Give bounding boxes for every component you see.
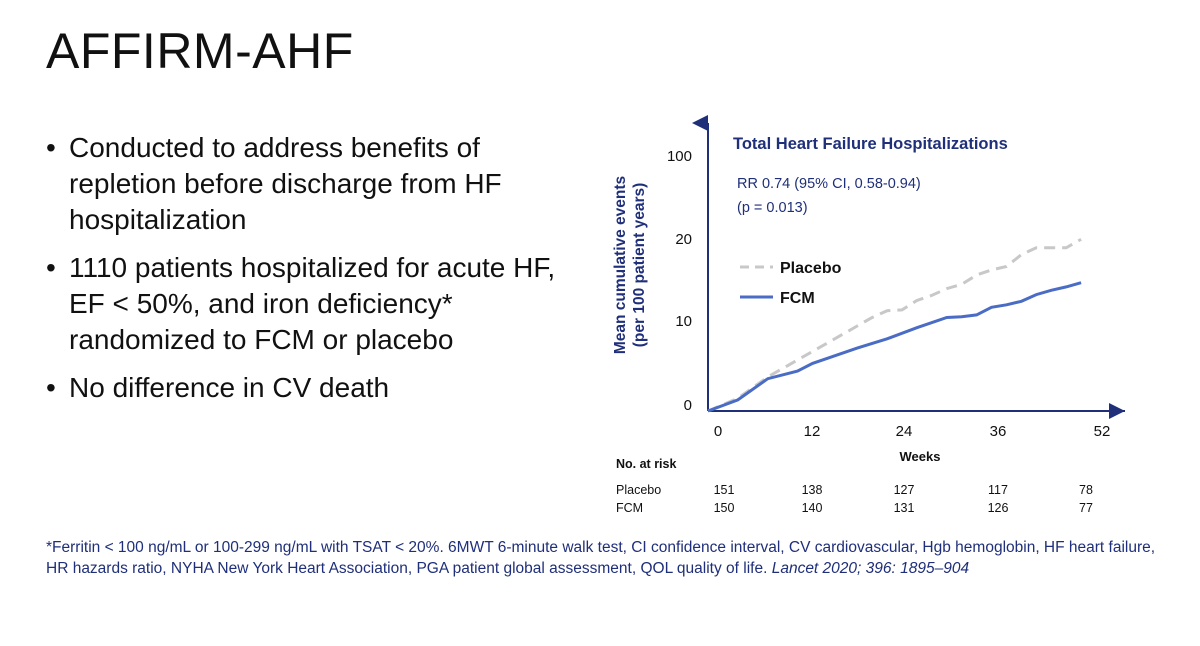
at-risk-value: 131 xyxy=(894,501,915,515)
at-risk-value: 117 xyxy=(988,483,1008,497)
bullet-list: Conducted to address benefits of repleti… xyxy=(46,130,586,418)
bullet-item: 1110 patients hospitalized for acute HF,… xyxy=(46,250,586,358)
legend-label-placebo: Placebo xyxy=(780,260,842,277)
at-risk-row-label: FCM xyxy=(616,501,643,515)
x-tick-label: 12 xyxy=(804,423,821,440)
at-risk-value: 126 xyxy=(988,501,1009,515)
rr-annotation: RR 0.74 (95% CI, 0.58-0.94) xyxy=(737,176,921,192)
at-risk-value: 140 xyxy=(802,501,823,515)
hospitalizations-chart: Mean cumulative events (per 100 patient … xyxy=(612,115,1125,515)
y-axis-label-line2: (per 100 patient years) xyxy=(631,183,648,348)
chart-title: Total Heart Failure Hospitalizations xyxy=(733,135,1008,153)
x-tick-label: 52 xyxy=(1094,423,1111,440)
x-tick-label: 36 xyxy=(990,423,1007,440)
p-value-annotation: (p = 0.013) xyxy=(737,200,808,216)
citation: Lancet 2020; 396: 1895–904 xyxy=(771,560,970,577)
y-tick-label: 0 xyxy=(684,397,692,414)
x-axis-label: Weeks xyxy=(900,449,941,464)
at-risk-value: 150 xyxy=(714,501,735,515)
y-tick-label: 100 xyxy=(667,148,692,165)
y-tick-label: 10 xyxy=(675,313,692,330)
bullet-item: Conducted to address benefits of repleti… xyxy=(46,130,586,238)
at-risk-value: 78 xyxy=(1079,483,1093,497)
at-risk-value: 138 xyxy=(802,483,823,497)
series-line-fcm xyxy=(707,281,1082,413)
footnote: *Ferritin < 100 ng/mL or 100-299 ng/mL w… xyxy=(46,537,1156,579)
at-risk-header: No. at risk xyxy=(616,457,676,471)
legend-label-fcm: FCM xyxy=(780,290,815,307)
bullet-item: No difference in CV death xyxy=(46,370,586,406)
at-risk-value: 77 xyxy=(1079,501,1093,515)
at-risk-row-label: Placebo xyxy=(616,483,661,497)
footnote-text: *Ferritin < 100 ng/mL or 100-299 ng/mL w… xyxy=(46,539,1156,577)
x-tick-label: 0 xyxy=(714,423,722,440)
at-risk-value: 151 xyxy=(714,483,735,497)
y-tick-label: 20 xyxy=(675,231,692,248)
x-tick-label: 24 xyxy=(896,423,913,440)
series-line-placebo xyxy=(707,237,1082,413)
slide-title: AFFIRM-AHF xyxy=(46,23,354,79)
at-risk-value: 127 xyxy=(894,483,915,497)
y-axis-label-line1: Mean cumulative events xyxy=(612,176,629,354)
